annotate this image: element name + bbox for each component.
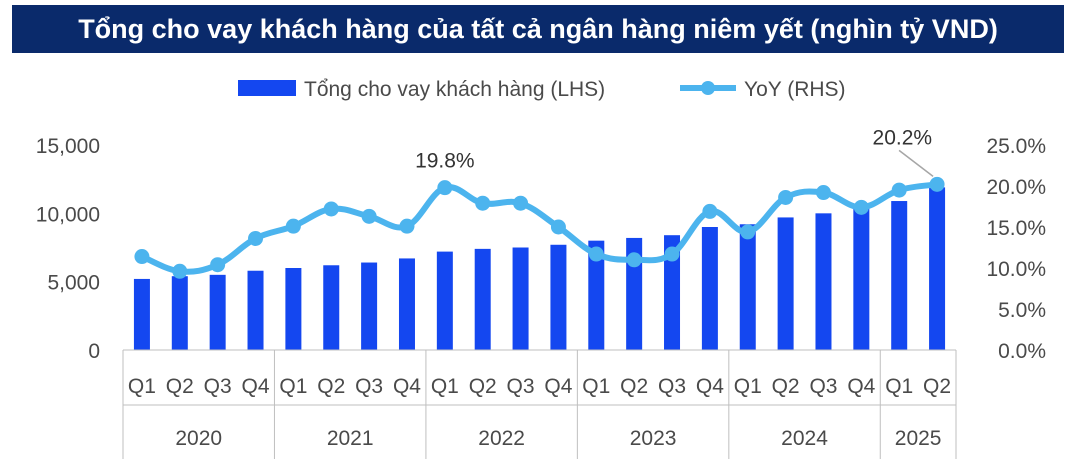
bar-loans <box>929 187 945 350</box>
x-tick-label: Q2 <box>317 375 345 398</box>
yoy-point <box>665 247 680 262</box>
bar-loans <box>399 258 415 350</box>
annotation-leader <box>899 150 933 176</box>
bar-loans <box>134 279 150 350</box>
yoy-point <box>362 209 377 224</box>
x-tick-label: Q1 <box>734 375 762 398</box>
x-tick-label: Q3 <box>658 375 686 398</box>
yoy-point <box>551 220 566 235</box>
bar-loans <box>815 213 831 350</box>
x-tick-label: Q4 <box>847 375 875 398</box>
yoy-point <box>930 177 945 192</box>
yoy-point <box>778 190 793 205</box>
y-left-tick-label: 15,000 <box>36 135 100 158</box>
y-right-tick-label: 10.0% <box>986 258 1046 281</box>
x-tick-label: Q3 <box>809 375 837 398</box>
bar-loans <box>891 201 907 350</box>
yoy-point <box>210 257 225 272</box>
yoy-point <box>437 180 452 195</box>
x-tick-label: Q1 <box>885 375 913 398</box>
x-group-label: 2023 <box>630 427 677 450</box>
y-left-tick-label: 5,000 <box>47 272 100 295</box>
bar-loans <box>210 275 226 350</box>
y-right-tick-label: 5.0% <box>998 299 1046 322</box>
x-tick-label: Q4 <box>393 375 421 398</box>
y-left-tick-label: 10,000 <box>36 203 100 226</box>
bar-loans <box>285 268 301 350</box>
x-tick-label: Q3 <box>204 375 232 398</box>
yoy-point <box>248 231 263 246</box>
yoy-point <box>740 224 755 239</box>
x-group-label: 2021 <box>327 427 374 450</box>
data-label-yoy: 19.8% <box>415 150 475 173</box>
yoy-point <box>475 196 490 211</box>
legend-label-loans: Tổng cho vay khách hàng (LHS) <box>304 78 605 101</box>
yoy-point <box>892 183 907 198</box>
bar-loans <box>778 217 794 350</box>
yoy-point <box>324 201 339 216</box>
x-tick-label: Q4 <box>544 375 572 398</box>
yoy-point <box>134 249 149 264</box>
y-right-tick-label: 15.0% <box>986 217 1046 240</box>
bar-loans <box>513 248 529 351</box>
x-tick-label: Q1 <box>279 375 307 398</box>
bar-loans <box>475 249 491 350</box>
x-group-label: 2025 <box>895 427 942 450</box>
x-group-label: 2022 <box>478 427 525 450</box>
yoy-point <box>816 185 831 200</box>
y-right-tick-label: 20.0% <box>986 176 1046 199</box>
x-tick-label: Q1 <box>128 375 156 398</box>
x-tick-label: Q4 <box>242 375 270 398</box>
x-group-label: 2020 <box>175 427 222 450</box>
x-tick-label: Q1 <box>582 375 610 398</box>
y-left-tick-label: 0 <box>88 340 100 363</box>
bar-loans <box>437 252 453 350</box>
bar-loans <box>323 265 339 350</box>
data-label-yoy: 20.2% <box>873 126 933 149</box>
legend-label-yoy: YoY (RHS) <box>744 78 846 101</box>
bar-loans <box>248 271 264 350</box>
x-tick-label: Q2 <box>923 375 951 398</box>
bar-loans <box>550 245 566 350</box>
bar-loans <box>172 276 188 350</box>
y-right-tick-label: 0.0% <box>998 340 1046 363</box>
yoy-point <box>627 252 642 267</box>
legend-line-marker <box>701 81 715 95</box>
yoy-point <box>854 200 869 215</box>
yoy-point <box>286 219 301 234</box>
y-right-tick-label: 25.0% <box>986 135 1046 158</box>
yoy-point <box>589 247 604 262</box>
x-group-label: 2024 <box>781 427 828 450</box>
x-tick-label: Q3 <box>355 375 383 398</box>
bar-loans <box>740 224 756 350</box>
legend-bar-swatch <box>238 80 296 96</box>
x-tick-label: Q2 <box>772 375 800 398</box>
bar-loans <box>361 263 377 350</box>
x-tick-label: Q1 <box>431 375 459 398</box>
x-tick-label: Q2 <box>620 375 648 398</box>
x-tick-label: Q3 <box>507 375 535 398</box>
yoy-point <box>702 204 717 219</box>
x-tick-label: Q2 <box>166 375 194 398</box>
bar-loans <box>853 208 869 350</box>
x-tick-label: Q2 <box>469 375 497 398</box>
yoy-point <box>513 196 528 211</box>
yoy-point <box>172 264 187 279</box>
yoy-point <box>399 219 414 234</box>
x-tick-label: Q4 <box>696 375 724 398</box>
bar-loans <box>702 227 718 350</box>
